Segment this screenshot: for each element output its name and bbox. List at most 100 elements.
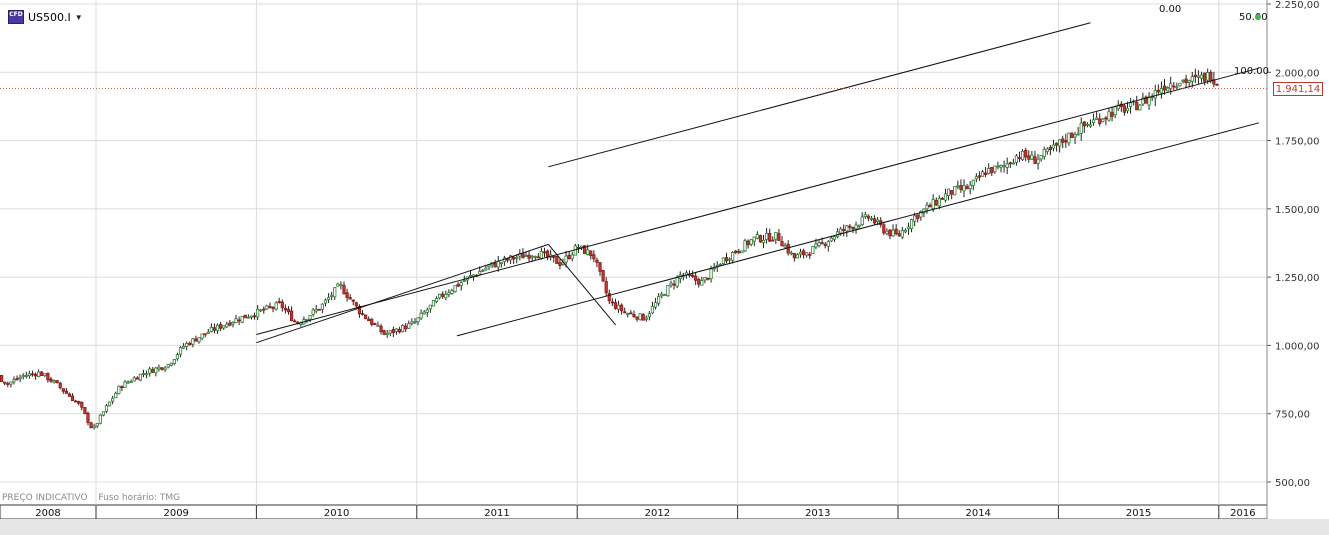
candle-up <box>200 333 204 339</box>
candle-down <box>632 314 636 318</box>
candle-up <box>197 337 201 343</box>
candle-up <box>1091 119 1096 124</box>
candle-down <box>1054 142 1059 146</box>
candle-down <box>536 256 540 259</box>
current-price-tag: 1.941,14 <box>1273 82 1323 96</box>
candle-up <box>579 245 584 248</box>
candle-up <box>826 241 830 247</box>
candle-down <box>959 185 963 190</box>
candle-up <box>1113 106 1117 116</box>
candle-up <box>434 298 439 303</box>
candle-down <box>80 402 84 408</box>
candle-up <box>468 274 473 277</box>
candle-down <box>1082 121 1086 127</box>
candle-down <box>607 293 611 302</box>
trend-channel-upper[interactable] <box>548 22 1091 168</box>
candle-down <box>404 325 408 330</box>
candle-up <box>564 255 568 263</box>
candle-up <box>650 305 655 314</box>
trend-channel-middle[interactable] <box>256 67 1260 335</box>
candle-down <box>777 233 781 241</box>
chevron-down-icon[interactable]: ▼ <box>74 12 83 22</box>
candle-down <box>268 306 272 308</box>
candle-up <box>857 224 861 227</box>
candle-up <box>388 330 392 334</box>
candle-up <box>1175 86 1179 89</box>
candle-down <box>67 393 72 397</box>
candle-up <box>308 315 312 320</box>
candle-up <box>117 385 121 394</box>
candle-down <box>351 299 355 302</box>
candle-up <box>524 255 528 257</box>
candle-up <box>789 252 793 255</box>
candle-down <box>0 375 4 383</box>
candle-down <box>595 259 599 263</box>
candle-down <box>354 302 358 307</box>
candle-up <box>231 321 235 325</box>
candle-down <box>706 277 710 280</box>
candle-up <box>249 315 254 318</box>
candle-up <box>863 214 867 217</box>
candle-up <box>774 232 778 240</box>
candle-down <box>188 342 192 346</box>
candle-down <box>382 330 386 335</box>
candle-down <box>1135 102 1139 111</box>
candle-down <box>1209 72 1213 82</box>
candle-up <box>141 373 146 375</box>
candle-up <box>92 425 96 428</box>
candle-down <box>194 338 198 342</box>
candle-up <box>755 234 759 239</box>
candle-down <box>1104 117 1108 120</box>
candle-down <box>252 315 257 318</box>
candle-up <box>178 347 183 355</box>
footer-note: PREÇO INDICATIVO Fuso horário: TMG <box>2 493 180 503</box>
candle-up <box>18 376 22 380</box>
candle-down <box>289 310 294 322</box>
candle-down <box>1008 162 1012 165</box>
candle-up <box>1079 122 1083 134</box>
candle-up <box>743 240 747 252</box>
candle-up <box>114 392 118 399</box>
candle-down <box>690 274 695 277</box>
candle-up <box>669 282 673 286</box>
candle-up <box>700 280 704 286</box>
candle-up <box>817 242 821 247</box>
candle-up <box>1005 163 1009 168</box>
candle-up <box>1011 162 1015 165</box>
candle-up <box>323 299 328 304</box>
candle-down <box>77 401 81 404</box>
candle-down <box>758 235 763 243</box>
candle-down <box>592 254 596 260</box>
candle-up <box>148 368 152 374</box>
candle-up <box>530 255 534 258</box>
candle-up <box>172 359 176 365</box>
candle-up <box>740 250 744 254</box>
candle-down <box>792 253 796 259</box>
channel-handle-icon[interactable] <box>1255 14 1261 20</box>
trend-anchor-line[interactable] <box>256 243 549 344</box>
candle-down <box>348 297 352 300</box>
trend-anchor-line[interactable] <box>547 244 617 326</box>
candle-up <box>1073 134 1077 138</box>
candle-up <box>98 414 102 424</box>
candle-up <box>663 294 667 297</box>
trend-channel-lower[interactable] <box>456 122 1260 337</box>
candle-up <box>626 313 630 315</box>
candle-down <box>363 314 368 319</box>
candle-down <box>70 395 75 401</box>
candle-up <box>885 230 889 235</box>
candle-down <box>317 308 321 311</box>
candle-up <box>783 245 787 248</box>
symbol-selector[interactable]: CFD US500.I ▼ <box>8 8 83 26</box>
candle-up <box>1178 82 1182 87</box>
candle-down <box>373 323 377 325</box>
candle-up <box>447 292 451 295</box>
candle-up <box>1128 102 1133 107</box>
candle-down <box>940 198 945 200</box>
candle-up <box>484 267 488 271</box>
candle-down <box>934 200 938 206</box>
candle-up <box>1058 139 1062 147</box>
candle-up <box>647 313 651 318</box>
candle-up <box>410 321 414 325</box>
